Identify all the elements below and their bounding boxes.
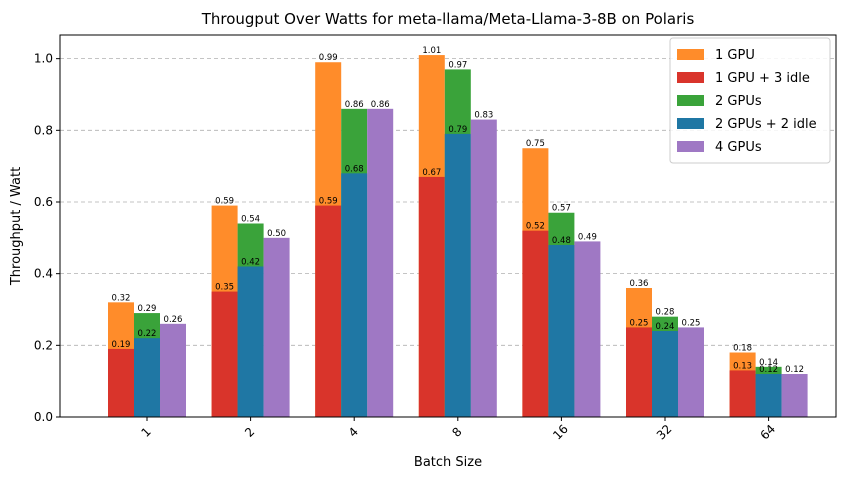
y-tick-label: 1.0 (34, 52, 53, 66)
legend-label: 2 GPUs + 2 idle (715, 117, 817, 132)
legend-swatch (677, 72, 704, 83)
bar-1-gpu-3-idle-32 (626, 327, 652, 417)
data-label: 0.12 (785, 365, 804, 375)
bar-2-gpus-2-idle-16 (548, 244, 575, 417)
data-label: 0.19 (112, 340, 131, 350)
data-label: 0.68 (345, 164, 364, 174)
data-label: 0.28 (656, 308, 675, 318)
bar-4-gpus-1 (160, 323, 186, 417)
legend-swatch (677, 95, 704, 106)
bar-2-gpus-2-idle-1 (134, 338, 160, 417)
bar-1-gpu-3-idle-4 (315, 205, 342, 417)
bar-1-gpu-3-idle-16 (522, 230, 549, 417)
data-label: 0.13 (733, 361, 752, 371)
legend-swatch (677, 118, 704, 129)
legend-swatch (677, 49, 704, 60)
data-label: 0.14 (759, 358, 778, 368)
y-tick-label: 0.6 (34, 195, 53, 209)
bar-1-gpu-3-idle-8 (418, 176, 445, 417)
bar-1-gpu-3-idle-2 (211, 291, 238, 417)
data-label: 0.36 (630, 279, 649, 289)
legend-label: 1 GPU (715, 48, 755, 63)
bar-2-gpus-2-idle-8 (444, 133, 471, 418)
data-label: 0.18 (733, 343, 752, 353)
bar-2-gpus-2-idle-32 (652, 330, 678, 417)
bar-1-gpu-3-idle-64 (729, 370, 756, 417)
data-label: 0.22 (138, 329, 157, 339)
y-tick-label: 0.0 (34, 410, 53, 424)
data-label: 1.01 (422, 46, 441, 56)
bar-4-gpus-2 (263, 237, 290, 417)
data-label: 0.12 (759, 365, 778, 375)
data-label: 0.25 (682, 318, 701, 328)
data-label: 0.32 (112, 293, 131, 303)
data-label: 0.54 (241, 214, 260, 224)
bar-group (108, 55, 808, 418)
bar-4-gpus-4 (367, 108, 394, 417)
data-label: 0.29 (138, 304, 157, 314)
bar-2-gpus-2-idle-4 (341, 173, 368, 417)
data-label: 0.52 (526, 222, 545, 232)
bar-1-gpu-3-idle-1 (108, 348, 134, 417)
data-label: 0.79 (448, 125, 467, 135)
data-label: 0.49 (578, 232, 597, 242)
legend-label: 4 GPUs (715, 140, 762, 155)
legend-label: 2 GPUs (715, 94, 762, 109)
data-label: 0.59 (319, 197, 338, 207)
bar-4-gpus-16 (574, 241, 601, 417)
data-label: 0.57 (552, 204, 571, 214)
data-label: 0.83 (474, 111, 493, 121)
data-label: 0.75 (526, 139, 545, 149)
data-label: 0.97 (448, 60, 467, 70)
legend-swatch (677, 141, 704, 152)
chart-title: Througput Over Watts for meta-llama/Meta… (201, 10, 695, 28)
data-label: 0.86 (345, 100, 364, 110)
data-label: 0.50 (267, 229, 286, 239)
data-label: 0.26 (164, 315, 183, 325)
data-labels: 0.32 0.19 0.29 0.22 0.26 0.59 0.35 0.54 0.42 0.50… (112, 46, 805, 375)
data-label: 0.99 (319, 53, 338, 63)
legend: 1 GPU 1 GPU + 3 idle 2 GPUs 2 GPUs + 2 idle… (669, 37, 831, 164)
data-label: 0.24 (656, 322, 675, 332)
data-label: 0.67 (422, 168, 441, 178)
data-label: 0.86 (371, 100, 390, 110)
bar-4-gpus-32 (678, 327, 704, 417)
y-tick-label: 0.8 (34, 123, 53, 137)
bar-4-gpus-64 (781, 373, 808, 417)
bar-2-gpus-2-idle-64 (755, 373, 782, 417)
bar-2-gpus-2-idle-2 (237, 266, 264, 417)
data-label: 0.25 (630, 318, 649, 328)
bar-4-gpus-8 (470, 119, 497, 417)
legend-label: 1 GPU + 3 idle (715, 71, 810, 86)
y-tick-label: 0.2 (34, 338, 53, 352)
y-axis: 0.0 0.2 0.4 0.6 0.8 1.0 (34, 52, 60, 424)
y-axis-label: Throughput / Watt (9, 167, 24, 286)
data-label: 0.59 (215, 197, 234, 207)
legend-box (669, 37, 831, 164)
data-label: 0.48 (552, 236, 571, 246)
data-label: 0.35 (215, 283, 234, 293)
x-axis-label: Batch Size (414, 455, 482, 470)
y-tick-label: 0.4 (34, 267, 53, 281)
plot-frame (59, 34, 837, 418)
data-label: 0.42 (241, 257, 260, 267)
